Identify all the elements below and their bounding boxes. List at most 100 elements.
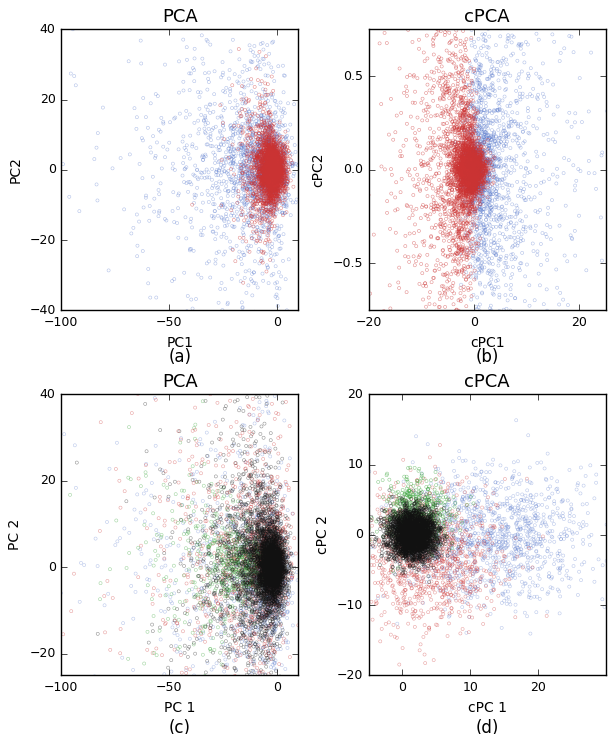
Point	[260, 543, 270, 555]
Point	[258, 533, 268, 545]
Point	[413, 509, 423, 520]
Point	[260, 155, 270, 167]
Point	[228, 434, 238, 446]
Point	[484, 105, 494, 117]
Point	[239, 187, 249, 199]
Point	[246, 578, 255, 589]
Point	[272, 153, 282, 165]
Point	[277, 659, 287, 671]
Point	[176, 708, 186, 719]
Point	[260, 560, 270, 572]
Point	[241, 553, 251, 565]
Point	[273, 548, 282, 560]
Point	[418, 538, 428, 550]
Point	[251, 538, 261, 550]
Point	[462, 132, 472, 144]
Point	[271, 161, 281, 173]
Point	[465, 167, 475, 178]
Point	[457, 200, 467, 211]
Point	[477, 205, 487, 217]
Point	[253, 617, 263, 628]
Point	[489, 233, 499, 244]
Point	[406, 538, 416, 550]
Point	[444, 543, 454, 555]
Point	[208, 198, 218, 210]
Point	[233, 589, 243, 600]
Point	[507, 211, 516, 222]
Point	[471, 160, 481, 172]
Point	[362, 104, 371, 116]
Point	[257, 627, 266, 639]
Point	[263, 545, 273, 557]
Point	[410, 534, 419, 545]
Point	[111, 539, 120, 551]
Point	[418, 472, 428, 484]
Point	[466, 581, 476, 592]
Point	[267, 559, 277, 570]
Point	[492, 483, 502, 495]
Point	[265, 159, 275, 170]
Point	[384, 371, 394, 382]
Point	[467, 468, 477, 480]
Point	[267, 238, 277, 250]
Point	[264, 156, 274, 168]
Point	[263, 160, 273, 172]
Point	[253, 564, 263, 575]
Point	[407, 526, 417, 537]
Point	[488, 198, 497, 210]
Point	[181, 297, 190, 309]
Point	[471, 157, 481, 169]
Point	[457, 196, 467, 208]
Point	[421, 538, 430, 550]
Point	[236, 580, 246, 592]
Point	[403, 526, 413, 538]
Point	[276, 151, 286, 163]
Point	[236, 127, 246, 139]
Point	[472, 131, 481, 143]
Point	[437, 562, 447, 573]
Point	[260, 161, 270, 173]
Point	[266, 549, 276, 561]
Point	[459, 163, 469, 175]
Point	[394, 262, 404, 274]
Point	[270, 562, 280, 573]
Point	[263, 552, 273, 564]
Point	[411, 505, 421, 517]
Point	[271, 539, 281, 551]
Point	[279, 178, 289, 190]
Point	[438, 537, 448, 549]
Point	[265, 548, 274, 560]
Point	[225, 173, 235, 185]
Point	[268, 205, 278, 217]
Point	[232, 543, 242, 555]
Point	[403, 533, 413, 545]
Point	[268, 124, 278, 136]
Point	[402, 489, 411, 501]
Point	[449, 57, 459, 69]
Point	[238, 236, 247, 247]
Point	[386, 302, 395, 314]
Point	[466, 150, 476, 162]
Point	[260, 176, 270, 188]
Point	[263, 571, 273, 583]
Point	[270, 559, 279, 571]
Point	[470, 54, 480, 65]
Point	[271, 169, 281, 181]
Point	[405, 533, 414, 545]
Point	[481, 160, 491, 172]
Point	[503, 569, 513, 581]
Point	[483, 553, 493, 564]
Point	[257, 186, 266, 198]
Point	[261, 534, 271, 545]
Point	[273, 577, 283, 589]
Point	[257, 561, 266, 573]
Point	[263, 567, 273, 579]
Point	[453, 523, 463, 534]
Point	[473, 169, 483, 181]
Point	[478, 206, 488, 218]
Point	[216, 513, 226, 525]
Point	[185, 109, 195, 120]
Point	[478, 181, 488, 192]
Point	[536, 534, 546, 545]
Point	[445, 597, 454, 608]
